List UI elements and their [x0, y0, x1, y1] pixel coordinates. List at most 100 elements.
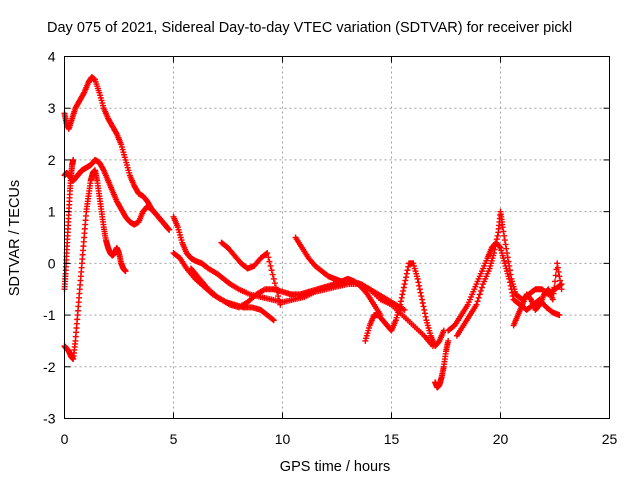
data-point	[504, 250, 511, 257]
data-point	[478, 284, 485, 291]
y-tick-label: -2	[43, 359, 56, 375]
data-point	[166, 226, 173, 233]
data-point	[416, 286, 423, 293]
data-point	[558, 281, 565, 288]
y-tick-label: -1	[43, 307, 56, 323]
data-point	[274, 288, 281, 295]
y-tick-label: 0	[48, 255, 56, 271]
data-point	[422, 313, 429, 320]
data-point	[100, 165, 107, 172]
data-point	[264, 250, 271, 257]
data-point	[400, 284, 407, 291]
data-point	[277, 301, 284, 308]
data-point	[404, 267, 411, 274]
data-point	[270, 275, 277, 282]
data-point	[549, 296, 556, 303]
data-point	[421, 310, 428, 317]
data-point	[400, 287, 407, 294]
x-axis-label: GPS time / hours	[280, 459, 390, 475]
data-point	[263, 250, 270, 257]
data-point	[551, 284, 558, 291]
series-track-n	[510, 260, 565, 329]
data-point	[556, 273, 563, 280]
series-track-l	[445, 239, 563, 334]
data-point	[165, 225, 172, 232]
y-tick-label: -3	[43, 411, 56, 427]
y-tick-label: 4	[48, 49, 56, 65]
series-track-g	[187, 265, 277, 324]
data-point	[493, 236, 500, 243]
data-point	[556, 312, 563, 319]
data-point	[506, 267, 513, 274]
series-track-j	[362, 260, 447, 350]
data-point	[419, 300, 426, 307]
data-point	[552, 272, 559, 279]
data-points	[61, 74, 565, 391]
data-point	[501, 237, 508, 244]
x-tick-label: 15	[384, 431, 400, 447]
y-axis-label: SDTVAR / TECUs	[7, 180, 23, 296]
series-track-i	[292, 234, 384, 319]
grid	[64, 56, 610, 419]
data-point	[269, 271, 276, 278]
data-point	[403, 270, 410, 277]
y-tick-label: 2	[48, 152, 56, 168]
data-point	[491, 246, 498, 253]
series-track-f	[170, 250, 408, 313]
x-tick-label: 25	[602, 431, 618, 447]
data-point	[271, 280, 278, 287]
data-point	[492, 243, 499, 250]
data-point	[363, 290, 370, 297]
series-track-h	[218, 239, 284, 308]
data-point	[507, 271, 514, 278]
data-point	[113, 129, 120, 136]
data-point	[70, 156, 77, 163]
plot-frame	[64, 56, 610, 419]
data-point	[558, 286, 565, 293]
data-point	[418, 293, 425, 300]
data-point	[397, 298, 404, 305]
data-point	[419, 296, 426, 303]
series-track-k	[432, 337, 452, 391]
x-tick-label: 20	[493, 431, 509, 447]
data-point	[504, 254, 511, 261]
data-point	[496, 243, 503, 250]
data-point	[122, 268, 129, 275]
data-point	[554, 260, 561, 267]
data-point	[474, 298, 481, 305]
data-point	[417, 289, 424, 296]
series-track-c	[61, 167, 129, 363]
data-point	[398, 294, 405, 301]
data-point	[421, 306, 428, 313]
data-point	[475, 294, 482, 301]
series-track-a	[61, 74, 173, 233]
chart-title: Day 075 of 2021, Sidereal Day-to-day VTE…	[47, 20, 572, 36]
data-point	[276, 297, 283, 304]
data-point	[80, 90, 87, 97]
data-point	[500, 228, 507, 235]
data-point	[401, 306, 408, 313]
series-track-e	[170, 213, 436, 350]
data-point	[270, 317, 277, 324]
data-point	[490, 250, 497, 257]
data-point	[509, 289, 516, 296]
data-point	[476, 291, 483, 298]
series-track-b	[61, 156, 173, 233]
data-point	[266, 258, 273, 265]
data-point	[272, 284, 279, 291]
data-point	[275, 293, 282, 300]
data-point	[557, 281, 564, 288]
data-point	[501, 232, 508, 239]
data-point	[267, 262, 274, 269]
data-point	[403, 274, 410, 281]
y-tick-label: 3	[48, 100, 56, 116]
data-point	[265, 254, 272, 261]
data-point	[502, 241, 509, 248]
data-point	[414, 275, 421, 282]
data-point	[445, 337, 452, 344]
data-point	[494, 232, 501, 239]
data-point	[550, 290, 557, 297]
y-tick-label: 1	[48, 204, 56, 220]
data-point	[555, 268, 562, 275]
